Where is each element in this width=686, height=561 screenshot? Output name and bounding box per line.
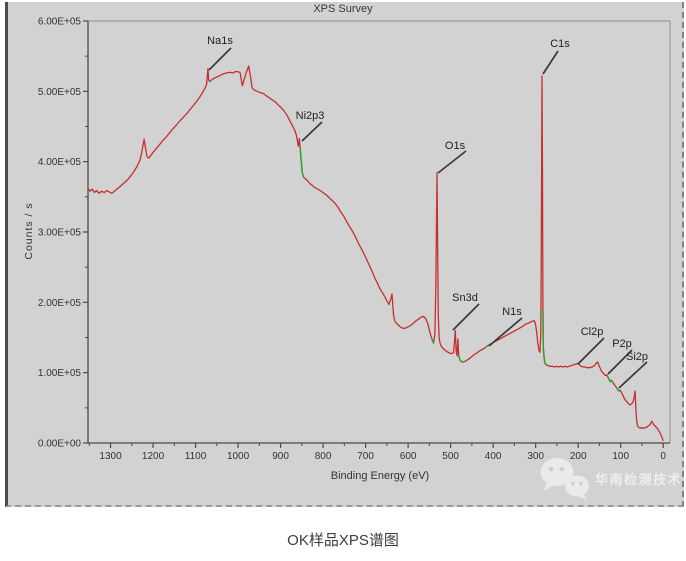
x-tick-label: 1200 — [142, 451, 165, 462]
survey-curve-overlay-segment — [615, 387, 621, 392]
peak-label: Ni2p3 — [296, 110, 325, 122]
x-tick-label: 100 — [612, 451, 629, 462]
y-tick-label: 1.00E+05 — [38, 368, 82, 379]
x-tick-label: 200 — [570, 451, 587, 462]
y-tick-label: 6.00E+05 — [38, 17, 82, 28]
peak-label: Na1s — [207, 35, 233, 47]
wechat-watermark: 华南检测技术 — [538, 456, 682, 500]
x-tick-label: 600 — [400, 451, 417, 462]
peak-leader-line — [542, 50, 559, 75]
peak-leader-line — [577, 337, 605, 365]
y-tick-label: 4.00E+05 — [38, 157, 82, 168]
survey-curve-overlay-segment — [457, 355, 466, 363]
peak-leader-line — [301, 121, 323, 142]
wechat-icon — [540, 458, 589, 500]
peak-leader-line — [437, 150, 467, 174]
peak-leader-line — [607, 349, 633, 375]
peak-label: Cl2p — [581, 326, 604, 338]
x-tick-label: 700 — [357, 451, 374, 462]
peak-label: C1s — [550, 38, 570, 50]
figure-caption: OK样品XPS谱图 — [287, 532, 399, 549]
peak-label: N1s — [502, 306, 522, 318]
y-axis-title: Counts / s — [23, 202, 35, 260]
survey-curve-overlay-segment — [607, 376, 614, 383]
survey-curve-overlay-segment — [208, 79, 211, 83]
x-tick-label: 1100 — [185, 451, 207, 462]
peak-label: P2p — [612, 338, 632, 350]
peak-leader-line — [452, 303, 480, 331]
x-tick-label: 1000 — [227, 451, 250, 462]
x-tick-label: 400 — [485, 451, 502, 462]
y-tick-label: 5.00E+05 — [38, 87, 82, 98]
y-tick-label: 0.00E+00 — [38, 439, 82, 450]
peak-leader-line — [488, 317, 523, 347]
survey-curve-overlay-segment — [299, 147, 305, 178]
x-tick-label: 0 — [660, 451, 666, 462]
survey-curve — [87, 65, 664, 442]
chart-background — [5, 2, 684, 507]
x-tick-label: 500 — [442, 451, 459, 462]
x-axis-title: Binding Energy (eV) — [330, 470, 430, 482]
x-tick-label: 800 — [315, 451, 332, 462]
peak-label: Si2p — [626, 351, 648, 363]
x-tick-label: 300 — [527, 451, 544, 462]
x-tick-label: 1300 — [99, 451, 122, 462]
xps-survey-chart: 0.00E+00 1.00E+05 2.00E+05 3.00E+05 4.00E+05… — [38, 17, 671, 462]
survey-curve-overlay-segment — [431, 338, 435, 344]
peak-label: O1s — [445, 140, 466, 152]
y-tick-label: 2.00E+05 — [38, 298, 82, 309]
peak-leader-line — [618, 361, 648, 389]
chart-title: XPS Survey — [313, 3, 373, 15]
peak-label: Sn3d — [452, 292, 478, 304]
y-tick-label: 3.00E+05 — [38, 228, 82, 239]
peak-leader-line — [208, 47, 232, 71]
watermark-text: 华南检测技术 — [595, 471, 683, 487]
survey-curve-overlay-segment — [542, 309, 547, 366]
x-tick-label: 900 — [272, 451, 289, 462]
